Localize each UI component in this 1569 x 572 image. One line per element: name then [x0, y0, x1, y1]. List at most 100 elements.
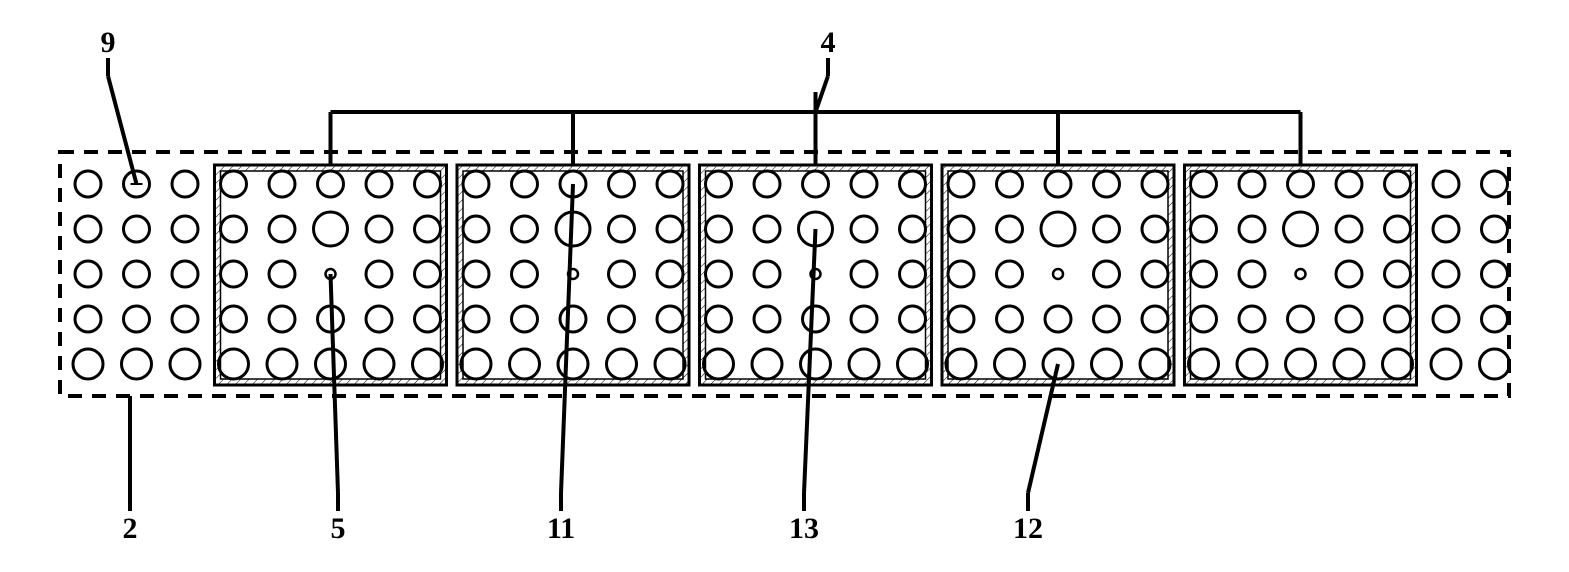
grid-circle: [366, 306, 392, 332]
grid-circle: [463, 171, 489, 197]
grid-circle: [1284, 212, 1318, 246]
outer-box: [60, 152, 1509, 396]
grid-circle: [706, 306, 732, 332]
callout-label: 12: [1013, 512, 1043, 545]
grid-circle: [801, 349, 831, 379]
grid-circle: [75, 306, 101, 332]
grid-circle: [73, 349, 103, 379]
grid-circle: [512, 171, 538, 197]
grid-circle: [657, 216, 683, 242]
grid-circle: [706, 216, 732, 242]
grid-circle: [221, 261, 247, 287]
grid-circle: [512, 216, 538, 242]
grid-circle: [1482, 171, 1508, 197]
grid-circle: [1142, 261, 1168, 287]
grid-circle: [1094, 171, 1120, 197]
grid-circle: [219, 349, 249, 379]
grid-circle: [170, 349, 200, 379]
grid-circle: [1239, 261, 1265, 287]
grid-circle: [997, 261, 1023, 287]
grid-circle: [900, 261, 926, 287]
grid-circle: [1336, 261, 1362, 287]
callout-label: 9: [101, 26, 116, 59]
grid-circle: [1383, 349, 1413, 379]
grid-circle: [1480, 349, 1510, 379]
grid-circle: [997, 171, 1023, 197]
callout-leader: [804, 229, 816, 493]
grid-circle: [704, 349, 734, 379]
grid-circle: [415, 261, 441, 287]
grid-circle: [415, 306, 441, 332]
grid-circle: [851, 171, 877, 197]
grid-circle: [1336, 216, 1362, 242]
grid-circle: [754, 261, 780, 287]
grid-circle: [1385, 171, 1411, 197]
grid-circle: [657, 306, 683, 332]
grid-circle: [122, 349, 152, 379]
grid-circle: [803, 306, 829, 332]
grid-circle: [510, 349, 540, 379]
grid-circle: [316, 349, 346, 379]
grid-circle: [1142, 171, 1168, 197]
grid-circle: [269, 216, 295, 242]
grid-circle: [900, 306, 926, 332]
grid-circle: [607, 349, 637, 379]
grid-circle: [657, 171, 683, 197]
grid-circle: [1191, 306, 1217, 332]
grid-circle: [655, 349, 685, 379]
grid-circle: [1288, 171, 1314, 197]
grid-circle: [558, 349, 588, 379]
grid-circle: [463, 306, 489, 332]
grid-circle: [1431, 349, 1461, 379]
grid-circle: [1286, 349, 1316, 379]
grid-circle: [1092, 349, 1122, 379]
grid-circle: [1239, 216, 1265, 242]
grid-circle: [124, 306, 150, 332]
grid-circle: [1288, 306, 1314, 332]
grid-circle: [221, 216, 247, 242]
grid-circle: [1385, 306, 1411, 332]
grid-circle: [1433, 261, 1459, 287]
grid-circle: [1239, 306, 1265, 332]
grid-circle: [75, 216, 101, 242]
grid-circle: [364, 349, 394, 379]
grid-circle: [172, 261, 198, 287]
grid-circle: [706, 261, 732, 287]
grid-circle: [560, 306, 586, 332]
grid-circle: [900, 216, 926, 242]
grid-circle: [269, 171, 295, 197]
grid-circle: [898, 349, 928, 379]
callout-leader: [108, 76, 137, 184]
grid-circle: [1045, 171, 1071, 197]
grid-circle: [752, 349, 782, 379]
grid-circle: [1433, 306, 1459, 332]
grid-circle: [1334, 349, 1364, 379]
grid-circle: [1482, 306, 1508, 332]
callout-label: 4: [821, 26, 836, 59]
center-dot: [1053, 269, 1063, 279]
grid-circle: [1191, 216, 1217, 242]
grid-circle: [706, 171, 732, 197]
grid-circle: [172, 216, 198, 242]
grid-circle: [415, 216, 441, 242]
grid-circle: [948, 306, 974, 332]
grid-circle: [1239, 171, 1265, 197]
grid-circle: [1094, 306, 1120, 332]
grid-circle: [1433, 171, 1459, 197]
grid-circle: [997, 306, 1023, 332]
grid-circle: [461, 349, 491, 379]
grid-circle: [172, 306, 198, 332]
grid-circle: [1094, 216, 1120, 242]
grid-circle: [1482, 261, 1508, 287]
grid-circle: [995, 349, 1025, 379]
grid-circle: [946, 349, 976, 379]
grid-circle: [1142, 216, 1168, 242]
grid-circle: [318, 171, 344, 197]
grid-circle: [948, 261, 974, 287]
grid-circle: [609, 216, 635, 242]
grid-circle: [609, 306, 635, 332]
grid-circle: [1191, 171, 1217, 197]
grid-circle: [997, 216, 1023, 242]
grid-circle: [1433, 216, 1459, 242]
grid-circle: [269, 261, 295, 287]
